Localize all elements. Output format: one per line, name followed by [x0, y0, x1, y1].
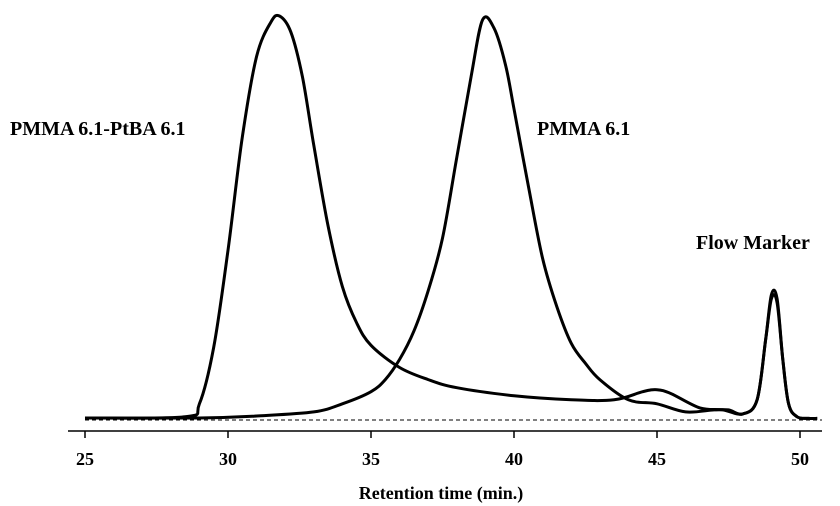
annotation-pmma: PMMA 6.1: [537, 118, 630, 140]
x-axis-ticks: 25 30 35 40 45 50: [76, 431, 809, 469]
x-tick-label-25: 25: [76, 449, 94, 469]
annotation-pmma-ptba: PMMA 6.1-PtBA 6.1: [10, 118, 186, 140]
x-tick-label-40: 40: [505, 449, 523, 469]
x-tick-label-45: 45: [648, 449, 666, 469]
x-tick-label-50: 50: [791, 449, 809, 469]
annotation-flow-marker: Flow Marker: [696, 232, 810, 254]
plot-area: 25 30 35 40 45 50: [68, 13, 822, 469]
series-layer: [84, 13, 818, 421]
series-line-1: [84, 13, 818, 421]
series-line-2: [84, 15, 818, 421]
x-tick-label-30: 30: [219, 449, 237, 469]
x-tick-label-35: 35: [362, 449, 380, 469]
x-axis-label: Retention time (min.): [359, 483, 523, 504]
